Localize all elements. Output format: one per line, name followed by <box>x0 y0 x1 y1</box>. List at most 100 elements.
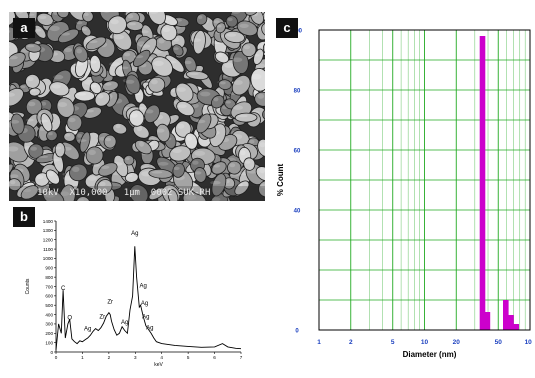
sem-grain-highlight <box>48 132 53 136</box>
eds-spectrum-panel: 0 100 200 300 400 500 600 700 800 900 1000 1100 1200… <box>9 203 265 373</box>
sem-grain-highlight <box>72 166 80 172</box>
sem-grain <box>234 180 250 196</box>
sem-grain-highlight <box>196 119 206 124</box>
sem-grain-highlight <box>60 32 71 36</box>
eds-y-tick-label: 300 <box>45 322 53 327</box>
sem-grain <box>147 12 166 25</box>
sem-grain-highlight <box>151 171 163 174</box>
sem-grain-highlight <box>139 141 145 147</box>
sem-grain-highlight <box>9 92 15 97</box>
sem-grain <box>156 123 171 143</box>
sem-grain-highlight <box>65 133 71 137</box>
sem-grain-highlight <box>125 79 135 84</box>
dls-x-tick-label: 5 <box>391 339 395 346</box>
sem-grain-highlight <box>78 198 84 201</box>
dls-x-tick-label: 50 <box>495 339 503 346</box>
eds-peak-label: O <box>67 315 72 321</box>
sem-grain <box>225 15 238 28</box>
sem-grain <box>63 131 76 142</box>
panel-label-c: c <box>276 18 298 38</box>
sem-grain <box>151 56 173 77</box>
sem-grain <box>250 68 265 92</box>
sem-grain-highlight <box>233 105 243 110</box>
size-distribution-chart: 0406080100125102050100Diameter (nm)% Cou… <box>270 12 532 373</box>
sem-grain <box>184 132 198 150</box>
sem-grain <box>232 50 249 74</box>
sem-grain-highlight <box>225 100 231 104</box>
sem-grain-highlight <box>194 150 206 156</box>
sem-grain-highlight <box>51 84 61 89</box>
sem-grain <box>234 112 258 123</box>
sem-grain-highlight <box>167 193 175 197</box>
eds-x-tick-label: 6 <box>213 355 216 360</box>
sem-grain-highlight <box>176 87 186 92</box>
sem-grain <box>241 42 257 58</box>
sem-grain-highlight <box>103 12 110 13</box>
sem-grain <box>9 87 24 107</box>
sem-grain-highlight <box>88 60 97 64</box>
sem-grain <box>211 94 225 109</box>
sem-grain-highlight <box>158 161 169 166</box>
eds-peak-label: Ag <box>131 231 138 237</box>
sem-grain <box>9 178 22 191</box>
sem-grain-highlight <box>104 82 112 86</box>
sem-grain <box>262 41 265 56</box>
sem-grain-highlight <box>238 114 248 118</box>
sem-grain <box>123 154 135 166</box>
sem-grain-highlight <box>54 146 62 150</box>
sem-grain-highlight <box>138 107 145 110</box>
sem-grain <box>9 141 29 163</box>
dls-bar <box>513 324 519 330</box>
dls-x-tick-label: 2 <box>349 339 353 346</box>
eds-x-axis-label: keV <box>154 362 163 368</box>
sem-grain-highlight <box>92 163 100 167</box>
sem-grain-highlight <box>9 146 19 152</box>
sem-grain-highlight <box>133 55 144 59</box>
sem-grain <box>169 145 191 162</box>
dls-y-tick-label: 40 <box>294 209 301 215</box>
sem-grain-highlight <box>172 148 182 153</box>
sem-grain-highlight <box>150 191 159 194</box>
sem-grain-highlight <box>200 91 211 97</box>
eds-y-tick-label: 600 <box>45 294 53 299</box>
sem-grain <box>172 44 184 57</box>
sem-grain-highlight <box>130 113 138 118</box>
sem-grain <box>258 180 265 198</box>
sem-grain-highlight <box>87 176 97 181</box>
eds-y-tick-label: 500 <box>45 303 53 308</box>
sem-grain-highlight <box>39 119 48 123</box>
sem-grain-highlight <box>26 118 34 122</box>
eds-spectrum-chart: 0 100 200 300 400 500 600 700 800 900 1000 1100 1200… <box>25 219 243 368</box>
sem-grain-highlight <box>148 12 159 14</box>
sem-grain <box>20 185 39 200</box>
sem-grain-highlight <box>256 63 265 69</box>
sem-grain <box>243 157 256 171</box>
sem-grain <box>49 81 70 97</box>
sem-grain <box>227 160 242 175</box>
sem-grain-highlight <box>224 62 234 68</box>
sem-grain <box>132 49 151 67</box>
sem-grain-highlight <box>136 126 143 132</box>
sem-grain <box>58 28 79 44</box>
eds-y-tick-label: 400 <box>45 312 53 317</box>
sem-grain-highlight <box>173 166 180 171</box>
sem-grain-highlight <box>45 193 56 198</box>
sem-grain-highlight <box>110 19 119 25</box>
sem-grain-highlight <box>49 25 60 32</box>
sem-grain-highlight <box>48 171 54 177</box>
sem-grain-highlight <box>263 25 265 30</box>
panel-label-b: b <box>13 207 35 227</box>
sem-grain-highlight <box>50 158 60 162</box>
sem-grain <box>224 30 245 44</box>
sem-grain-highlight <box>97 94 104 99</box>
dls-bar <box>508 315 514 330</box>
sem-grain <box>85 146 104 165</box>
sem-grain-highlight <box>125 157 130 161</box>
dls-y-tick-label: 80 <box>294 89 301 95</box>
sem-grain-highlight <box>218 52 223 58</box>
sem-grain-highlight <box>210 180 221 185</box>
sem-grain-highlight <box>190 38 202 42</box>
sem-grain-highlight <box>264 111 265 114</box>
sem-grain-highlight <box>126 174 133 178</box>
sem-grain <box>96 179 113 195</box>
